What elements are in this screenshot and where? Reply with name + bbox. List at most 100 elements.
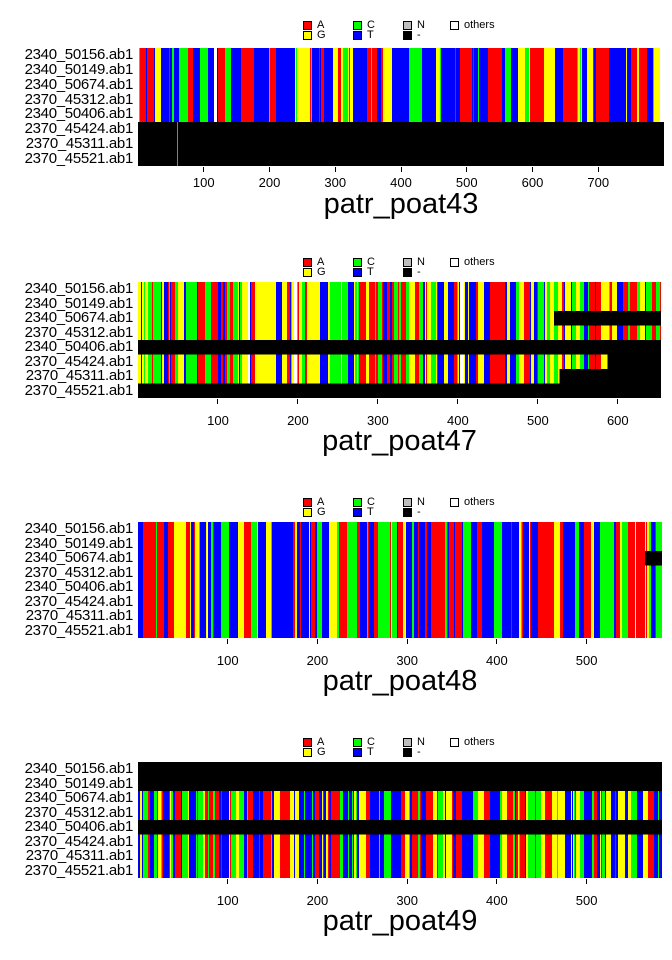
- x-tick-label: 100: [192, 175, 215, 190]
- x-tick: [586, 639, 588, 644]
- row-label: 2340_50674.ab1: [24, 75, 134, 93]
- legend-item-A: A: [303, 497, 324, 508]
- legend-item-N: N: [403, 497, 425, 508]
- row-label: 2370_45521.ab1: [24, 621, 134, 639]
- x-tick: [532, 167, 533, 172]
- row-label: 2370_45312.ab1: [24, 323, 134, 341]
- x-tick: [203, 167, 205, 172]
- chart-title: patr_poat48: [322, 665, 478, 697]
- x-tick: [227, 639, 229, 644]
- row-label: 2370_45521.ab1: [24, 149, 134, 167]
- x-tick-label: 400: [486, 893, 508, 908]
- legend-item-C: C: [353, 256, 375, 268]
- x-tick-label: 400: [447, 413, 469, 428]
- x-tick: [316, 639, 318, 644]
- x-tick-label: 500: [526, 413, 549, 428]
- legend-item-G: G: [303, 506, 326, 518]
- legend-item-label: A: [317, 256, 325, 268]
- row-label: 2370_45424.ab1: [24, 832, 134, 850]
- legend-item-label: others: [464, 496, 495, 508]
- legend-item-T: T: [353, 746, 374, 758]
- legend-item-label: N: [417, 736, 425, 748]
- row-label: 2340_50156.ab1: [24, 760, 134, 778]
- legend-item-A: A: [303, 256, 325, 268]
- legend-item-label: C: [367, 256, 375, 268]
- legend-item--: -: [403, 507, 421, 518]
- legend-item-label: C: [367, 736, 375, 748]
- alignment-plot: [138, 282, 661, 398]
- legend-item-G: G: [303, 747, 326, 758]
- row-label: 2340_50406.ab1: [24, 338, 134, 356]
- legend-item-label: T: [367, 746, 374, 758]
- legend-swatch-T: [353, 268, 362, 277]
- chart-title: patr_poat43: [323, 188, 479, 220]
- legend-swatch-others: [450, 21, 459, 30]
- x-tick: [400, 167, 402, 172]
- alignment-plot: [138, 48, 664, 166]
- legend-item-label: G: [317, 29, 326, 41]
- legend-swatch-T: [353, 748, 362, 757]
- x-tick: [406, 879, 408, 884]
- row-label: 2340_50149.ab1: [24, 774, 134, 792]
- alignment-plot: [138, 762, 662, 878]
- row-label: 2340_50156.ab1: [24, 46, 134, 64]
- legend-swatch-G: [303, 31, 312, 40]
- row-label: 2370_45424.ab1: [24, 120, 134, 138]
- x-tick: [269, 167, 270, 172]
- legend-swatch-N: [403, 21, 412, 30]
- legend-item-label: N: [417, 19, 425, 31]
- row-label: 2370_45311.ab1: [25, 607, 134, 625]
- legend-item-label: A: [317, 19, 325, 31]
- legend-swatch-A: [303, 498, 312, 507]
- legend-item-C: C: [353, 736, 375, 748]
- legend-item-others: others: [450, 496, 495, 508]
- row-label: 2370_45312.ab1: [24, 563, 134, 581]
- legend-item-label: T: [367, 29, 374, 41]
- row-label: 2370_45424.ab1: [24, 352, 134, 370]
- row-label: 2370_45521.ab1: [24, 381, 134, 399]
- x-tick: [586, 879, 588, 884]
- x-tick-label: 600: [521, 175, 544, 190]
- legend-swatch-C: [353, 738, 362, 747]
- legend-item-T: T: [353, 29, 374, 41]
- row-label: 2370_45521.ab1: [24, 861, 134, 879]
- x-tick-label: 300: [396, 653, 419, 668]
- x-tick-label: 300: [367, 413, 389, 428]
- legend-swatch-A: [303, 21, 312, 30]
- x-tick: [496, 639, 498, 644]
- legend-item-label: A: [317, 736, 325, 748]
- x-tick-label: 600: [606, 413, 629, 428]
- row-label: 2370_45312.ab1: [24, 90, 134, 108]
- legend-item-label: -: [417, 266, 421, 278]
- legend-item-label: T: [367, 506, 374, 518]
- legend-item-label: others: [464, 736, 495, 748]
- row-label: 2340_50406.ab1: [24, 818, 134, 836]
- legend-item-N: N: [403, 736, 425, 748]
- legend-swatch-N: [403, 258, 412, 267]
- legend-swatch-G: [303, 508, 312, 517]
- legend-item--: -: [403, 266, 421, 278]
- legend-item-others: others: [450, 736, 495, 748]
- legend-swatch-G: [303, 268, 312, 277]
- x-tick-label: 100: [216, 653, 239, 668]
- legend-swatch-N: [403, 498, 412, 507]
- legend-item-label: G: [317, 506, 326, 518]
- x-tick-label: 500: [455, 175, 478, 190]
- alignment-plot: [138, 522, 662, 638]
- chart-title: patr_poat47: [322, 425, 477, 457]
- x-tick: [496, 879, 498, 884]
- legend-item-G: G: [303, 29, 326, 41]
- row-label: 2340_50406.ab1: [24, 578, 134, 596]
- x-tick-label: 500: [575, 893, 598, 908]
- legend-item-label: G: [317, 266, 326, 278]
- legend-swatch--: [403, 508, 412, 517]
- row-label: 2370_45311.ab1: [25, 847, 134, 865]
- legend-item-C: C: [353, 497, 375, 508]
- legend-swatch-G: [303, 748, 312, 757]
- row-label: 2340_50149.ab1: [24, 294, 134, 312]
- legend-item-label: -: [417, 746, 421, 758]
- x-tick: [537, 399, 539, 404]
